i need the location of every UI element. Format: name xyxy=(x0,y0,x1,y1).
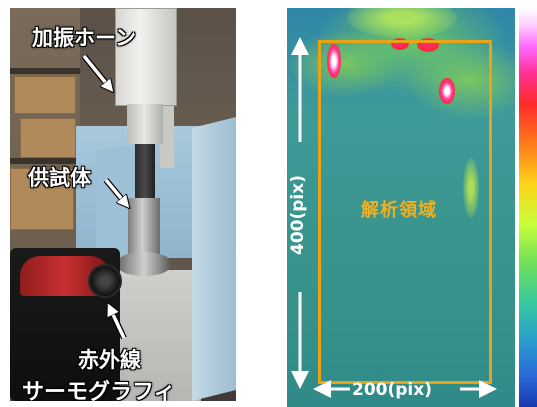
cardboard-box xyxy=(10,168,74,230)
specimen xyxy=(128,198,160,256)
excitation-horn-tip xyxy=(135,144,155,202)
hotspot xyxy=(327,44,341,78)
setup-photo: 加振ホーン 供試体 赤外線 サーモグラフィ xyxy=(10,8,236,401)
horn-label: 加振ホーン xyxy=(32,26,136,50)
photo-arrows xyxy=(81,54,236,340)
thermal-image xyxy=(287,8,515,407)
arrow-to-specimen xyxy=(103,178,126,204)
camera-label-line2: サーモグラフィ xyxy=(22,380,176,401)
hotspot xyxy=(439,78,455,104)
excitation-horn-neck xyxy=(127,104,163,144)
temperature-color-scale xyxy=(519,8,537,407)
infrared-camera-lens xyxy=(88,264,122,298)
arrow-to-horn xyxy=(81,54,110,88)
specimen-holder xyxy=(118,252,170,276)
excitation-horn-body xyxy=(115,8,177,106)
height-dimension-label: 400(pix) xyxy=(288,175,308,255)
shelf xyxy=(10,68,80,74)
warm-streak xyxy=(463,158,479,218)
cardboard-box xyxy=(14,76,76,114)
cardboard-box xyxy=(20,118,76,158)
analysis-region-box xyxy=(318,40,492,384)
specimen-label: 供試体 xyxy=(28,166,91,190)
camera-label-line1: 赤外線 xyxy=(78,348,141,372)
width-dimension-label: 200(pix) xyxy=(352,380,432,400)
arrow-to-camera xyxy=(110,308,127,340)
shelf xyxy=(10,158,80,164)
analysis-region-label: 解析領域 xyxy=(361,200,437,221)
